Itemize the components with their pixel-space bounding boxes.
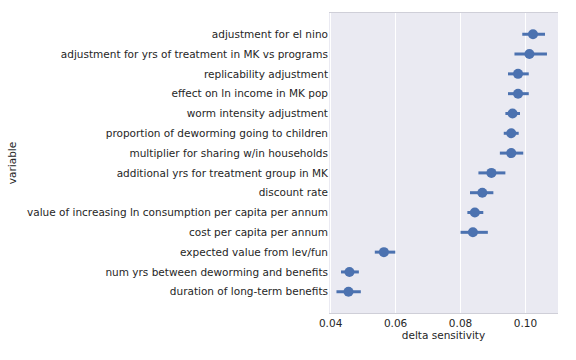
svg-text:discount rate: discount rate [259, 186, 328, 198]
svg-text:multiplier for sharing w/in ho: multiplier for sharing w/in households [129, 147, 328, 159]
svg-text:0.08: 0.08 [449, 317, 472, 329]
svg-text:0.10: 0.10 [514, 317, 537, 329]
svg-text:0.04: 0.04 [319, 317, 343, 329]
svg-text:value of increasing ln consump: value of increasing ln consumption per c… [27, 206, 328, 218]
svg-text:expected value from lev/fun: expected value from lev/fun [180, 246, 328, 258]
svg-text:additional yrs for treatment g: additional yrs for treatment group in MK [117, 167, 329, 179]
svg-text:cost per capita per annum: cost per capita per annum [189, 226, 328, 238]
svg-text:variable: variable [6, 142, 18, 184]
svg-text:num yrs between deworming and: num yrs between deworming and benefits [105, 266, 328, 278]
svg-text:duration of long-term benefits: duration of long-term benefits [170, 285, 328, 297]
svg-text:effect on ln income in MK pop: effect on ln income in MK pop [172, 87, 329, 99]
svg-text:replicability adjustment: replicability adjustment [204, 68, 328, 80]
svg-text:adjustment for el nino: adjustment for el nino [212, 28, 328, 40]
svg-text:delta sensitivity: delta sensitivity [402, 329, 485, 341]
svg-text:0.06: 0.06 [384, 317, 408, 329]
svg-text:proportion of deworming going: proportion of deworming going to childre… [106, 127, 328, 139]
svg-text:adjustment for yrs of treatmen: adjustment for yrs of treatment in MK vs… [61, 48, 328, 60]
svg-text:worm intensity adjustment: worm intensity adjustment [187, 107, 328, 119]
